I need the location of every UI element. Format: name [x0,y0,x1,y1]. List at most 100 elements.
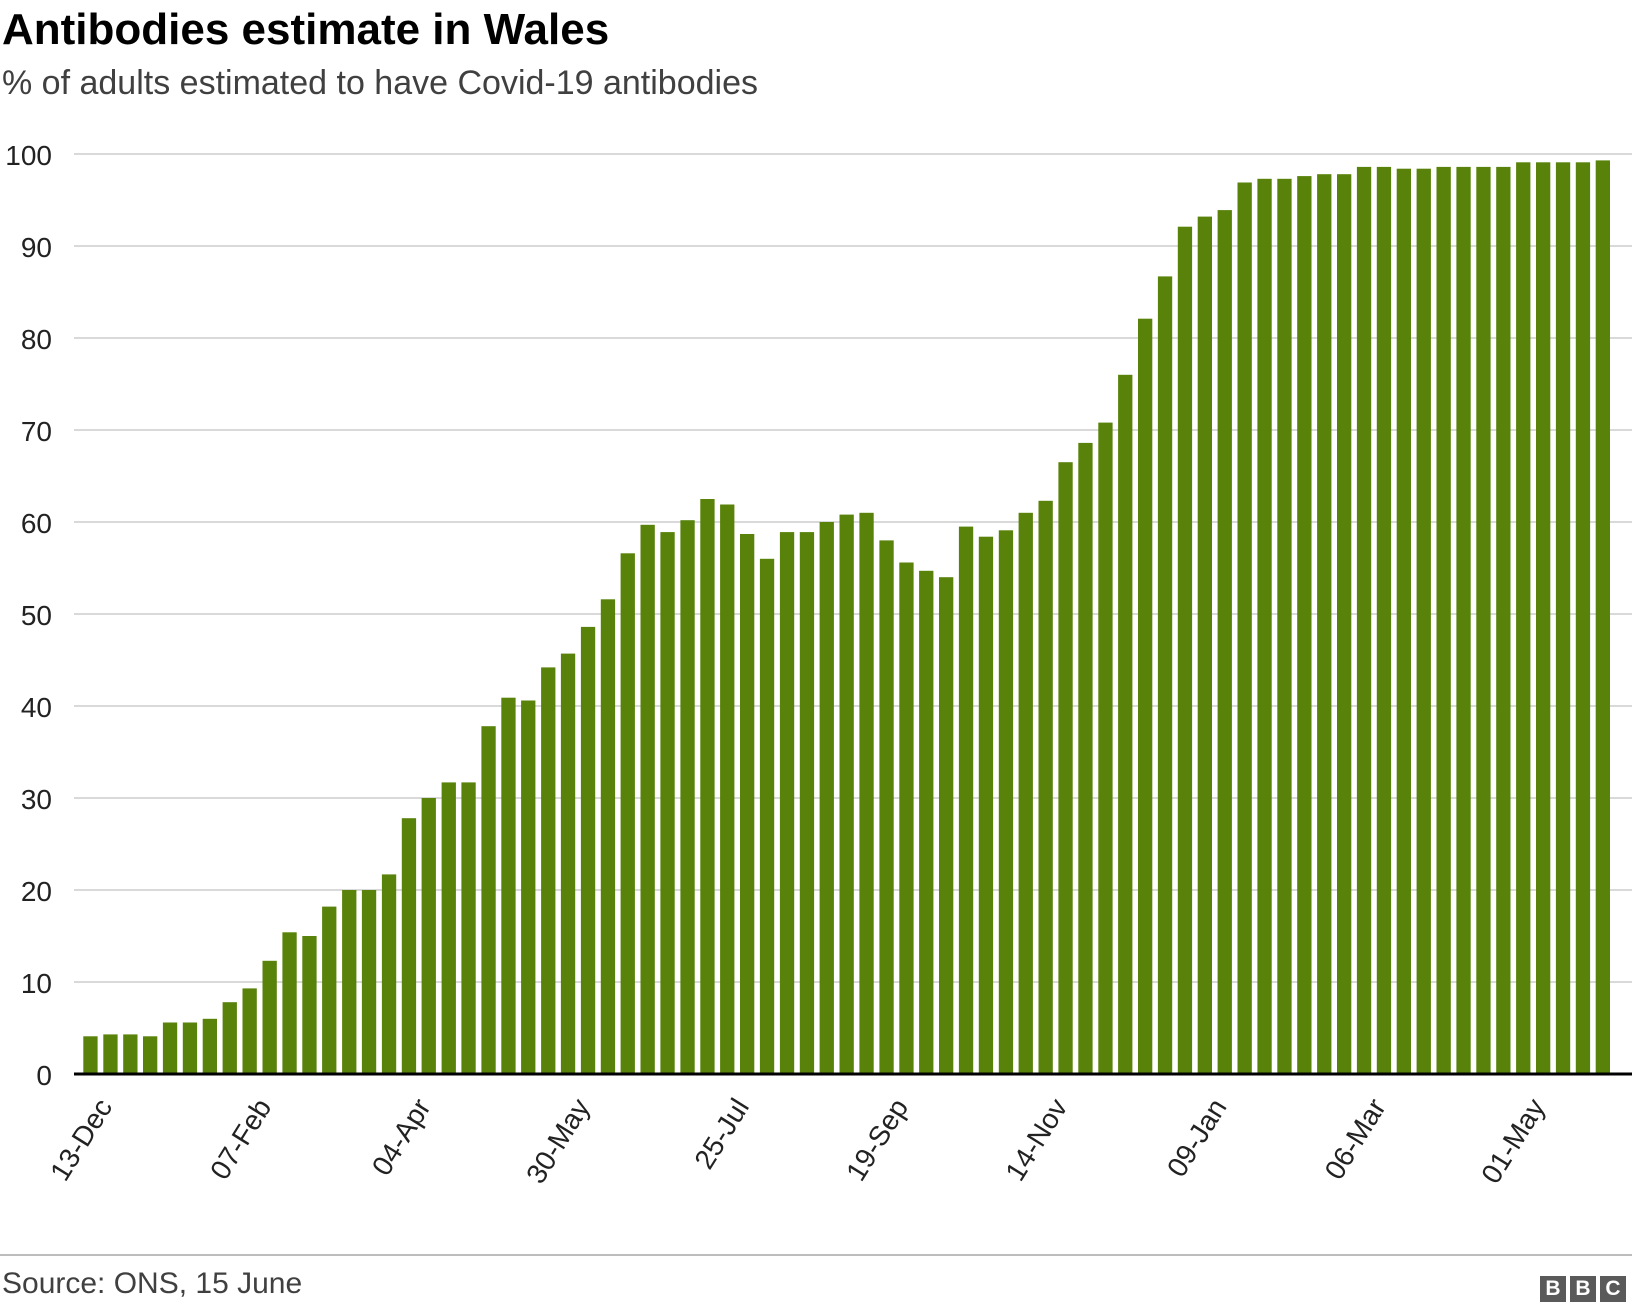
bar [1337,174,1352,1074]
bar [381,874,397,1074]
bar [740,534,755,1074]
x-tick-label: 06-Mar [1319,1093,1392,1185]
y-tick-label: 20 [21,876,52,907]
bar [1157,276,1173,1074]
bar [342,890,357,1074]
footer-divider [0,1254,1632,1256]
bar [282,932,297,1074]
bar [1257,178,1272,1075]
bar [958,526,974,1074]
bar [1217,210,1232,1075]
bar [461,782,476,1074]
bar [1297,176,1312,1075]
bar [1595,160,1610,1074]
bbc-logo-letter-3: C [1600,1276,1626,1302]
bar [1516,162,1531,1075]
bar [700,499,715,1074]
x-tick-label: 13-Dec [44,1093,118,1186]
x-tick-label: 01-May [1475,1093,1551,1189]
bar [939,577,954,1074]
x-tick-label: 14-Nov [999,1093,1073,1186]
bar [759,558,775,1074]
bar [1416,168,1431,1074]
chart-subtitle: % of adults estimated to have Covid-19 a… [2,64,759,102]
bar [1456,166,1471,1074]
bar [720,504,735,1074]
bar [799,532,815,1074]
bar [1197,216,1212,1075]
chart-title: Antibodies estimate in Wales [2,5,610,54]
bar [202,1018,217,1074]
bar [1038,500,1053,1074]
bbc-logo-letter-1: B [1540,1276,1566,1302]
bar [1555,162,1571,1075]
bar [779,532,795,1074]
bar [1138,318,1153,1074]
bar [978,536,994,1074]
bar [1356,166,1372,1074]
x-tick-label: 19-Sep [840,1093,914,1186]
bar [1237,182,1252,1074]
bar [1476,166,1491,1074]
source-note: Source: ONS, 15 June [2,1267,303,1300]
bbc-logo: B B C [1540,1276,1626,1302]
bar [143,1036,158,1074]
bar [182,1022,198,1074]
bar [162,1022,178,1074]
bar [302,936,317,1074]
bar [600,599,616,1074]
y-tick-label: 90 [21,232,52,263]
y-tick-label: 10 [21,968,52,999]
bar [541,667,556,1074]
bar [640,524,655,1074]
bar [1118,374,1133,1074]
bar [620,553,635,1074]
x-tick-label: 04-Apr [366,1093,437,1181]
bbc-logo-letter-2: B [1570,1276,1596,1302]
y-tick-label: 80 [21,324,52,355]
bar [1078,442,1093,1074]
bar [819,522,834,1074]
bar [123,1034,138,1074]
bar [421,798,436,1074]
bar [998,530,1014,1074]
bar [222,1002,237,1074]
bar [1396,168,1411,1074]
bar [103,1034,118,1074]
y-tick-label: 100 [5,140,52,171]
bar [1575,162,1591,1075]
y-tick-label: 30 [21,784,52,815]
bar [83,1036,98,1074]
bar [879,540,894,1074]
bar [1018,512,1033,1074]
bar [481,726,496,1074]
bar [1098,422,1113,1075]
bar [521,700,536,1074]
x-tick-label: 25-Jul [688,1093,755,1174]
y-tick-label: 0 [36,1060,52,1091]
y-tick-label: 60 [21,508,52,539]
bar [361,890,377,1074]
bar [1536,162,1551,1075]
bar [322,906,337,1074]
bar [441,782,456,1074]
bar [1058,462,1073,1074]
bar [262,960,277,1074]
bar [580,626,596,1074]
bar [919,570,934,1074]
y-tick-label: 40 [21,692,52,723]
bar [680,520,695,1074]
bar [1317,174,1332,1074]
bar [1277,178,1292,1075]
bar [1436,166,1451,1074]
bar [501,697,516,1074]
x-tick-label: 07-Feb [204,1093,277,1185]
bar [859,512,874,1074]
bar-chart: 0 10 20 30 40 50 60 70 80 90 100 13-Dec 07-Feb 04-Apr… [5,140,1632,1189]
y-tick-label: 50 [21,600,52,631]
bar [1496,166,1511,1074]
bar [660,532,675,1074]
x-tick-label: 30-May [520,1093,596,1189]
bar [839,514,854,1074]
bar [899,562,914,1074]
